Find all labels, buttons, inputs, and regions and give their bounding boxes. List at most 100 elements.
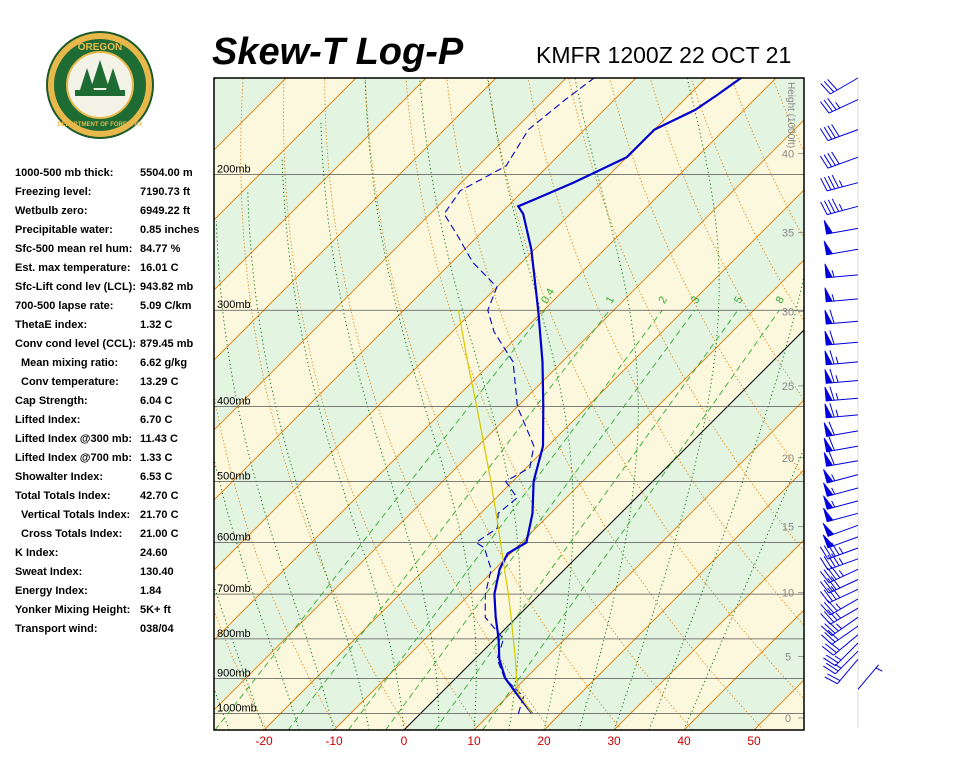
height-tick-label: 40 bbox=[782, 149, 794, 161]
isotherm bbox=[214, 78, 637, 501]
wind-barb bbox=[820, 576, 859, 594]
index-row: Freezing level: 7190.73 ft bbox=[15, 186, 215, 205]
index-label: Cap Strength: bbox=[15, 395, 88, 407]
pressure-label: 300mb bbox=[217, 299, 251, 311]
index-value: 879.45 mb bbox=[140, 338, 194, 350]
zero-isotherm bbox=[403, 329, 804, 730]
index-row: Lifted Index @300 mb: 11.43 C bbox=[15, 433, 215, 452]
index-row: Energy Index: 1.84 bbox=[15, 585, 215, 604]
index-row: Transport wind: 038/04 bbox=[15, 623, 215, 642]
index-value: 24.60 bbox=[140, 547, 168, 559]
index-label: Yonker Mixing Height: bbox=[15, 604, 131, 616]
index-row: Est. max temperature: 16.01 C bbox=[15, 262, 215, 281]
index-row: Cross Totals Index: 21.00 C bbox=[15, 528, 215, 547]
index-label: 1000-500 mb thick: bbox=[15, 167, 114, 179]
pressure-label: 1000mb bbox=[217, 703, 257, 715]
index-row: Conv cond level (CCL): 879.45 mb bbox=[15, 338, 215, 357]
wind-barb-flag bbox=[823, 507, 834, 523]
pressure-label: 500mb bbox=[217, 470, 251, 482]
index-value: 5.09 C/km bbox=[140, 300, 192, 312]
height-tick-label: 35 bbox=[782, 228, 794, 240]
index-row: Yonker Mixing Height: 5K+ ft bbox=[15, 604, 215, 623]
mixing-ratio-label: 3 bbox=[689, 294, 702, 305]
index-label: Showalter Index: bbox=[15, 471, 104, 483]
wind-barb-flag bbox=[824, 309, 833, 325]
x-tick-label: 30 bbox=[607, 734, 621, 748]
mixing-ratio-line bbox=[482, 309, 780, 730]
index-label: Conv cond level (CCL): bbox=[15, 338, 137, 350]
index-value: 6.04 C bbox=[140, 395, 173, 407]
wind-barb-flag bbox=[822, 534, 835, 549]
wind-barb bbox=[820, 77, 859, 95]
mixing-ratio-line bbox=[287, 309, 610, 730]
index-row: 1000-500 mb thick: 5504.00 m bbox=[15, 167, 215, 186]
index-label: Conv temperature: bbox=[21, 376, 119, 388]
wind-barb bbox=[821, 634, 859, 656]
index-value: 6.70 C bbox=[140, 414, 173, 426]
index-value: 5K+ ft bbox=[140, 604, 171, 616]
index-label: Sfc-Lift cond lev (LCL): bbox=[15, 281, 136, 293]
index-label: Cross Totals Index: bbox=[21, 528, 123, 540]
x-tick-label: 50 bbox=[747, 734, 761, 748]
index-value: 42.70 C bbox=[140, 490, 179, 502]
x-tick-label: 0 bbox=[401, 734, 408, 748]
dewpoint-line bbox=[443, 78, 595, 714]
mixing-ratio-label: 8 bbox=[774, 294, 787, 305]
index-label: Est. max temperature: bbox=[15, 262, 131, 274]
wind-barb bbox=[823, 650, 859, 675]
index-label: K Index: bbox=[15, 547, 59, 559]
index-value: 13.29 C bbox=[140, 376, 179, 388]
index-label: Precipitable water: bbox=[15, 224, 113, 236]
index-row: Conv temperature: 13.29 C bbox=[15, 376, 215, 395]
logo-bottom-text: DEPARTMENT OF FORESTRY bbox=[57, 122, 142, 128]
plot-frame bbox=[213, 77, 805, 731]
mixing-ratio-label: 2 bbox=[656, 294, 669, 305]
index-row: K Index: 24.60 bbox=[15, 547, 215, 566]
wind-barb-flag bbox=[823, 482, 834, 497]
index-label: Freezing level: bbox=[15, 186, 92, 198]
wind-barb-flag bbox=[824, 386, 833, 402]
isotherm bbox=[543, 469, 804, 730]
wind-barb bbox=[820, 616, 859, 637]
index-label: Lifted Index: bbox=[15, 414, 81, 426]
mixing-ratio-line bbox=[385, 309, 696, 730]
index-value: 7190.73 ft bbox=[140, 186, 191, 198]
index-value: 21.00 C bbox=[140, 528, 179, 540]
index-row: Showalter Index: 6.53 C bbox=[15, 471, 215, 490]
isotherm-band bbox=[214, 78, 804, 710]
index-value: 1.32 C bbox=[140, 319, 173, 331]
index-label: Energy Index: bbox=[15, 585, 88, 597]
index-label: Wetbulb zero: bbox=[15, 205, 88, 217]
wind-barb-flag bbox=[824, 287, 833, 303]
wind-barb-flag bbox=[823, 452, 834, 467]
logo-top-text: OREGON bbox=[78, 42, 122, 53]
wind-barb-flag bbox=[824, 350, 833, 366]
x-tick-label: 40 bbox=[677, 734, 691, 748]
index-label: Mean mixing ratio: bbox=[21, 357, 119, 369]
wind-barb bbox=[820, 625, 859, 645]
index-label: Transport wind: bbox=[15, 623, 98, 635]
wind-barb bbox=[823, 642, 859, 667]
index-row: Wetbulb zero: 6949.22 ft bbox=[15, 205, 215, 224]
wind-barb bbox=[820, 607, 859, 625]
index-value: 0.85 inches bbox=[140, 224, 200, 236]
height-tick-label: 25 bbox=[782, 381, 794, 393]
index-value: 943.82 mb bbox=[140, 281, 194, 293]
index-row: Vertical Totals Index: 21.70 C bbox=[15, 509, 215, 528]
index-value: 6.53 C bbox=[140, 471, 173, 483]
wind-barb-flag bbox=[824, 330, 833, 346]
wind-barb bbox=[819, 151, 859, 169]
parcel-line bbox=[457, 310, 533, 715]
isotherm bbox=[214, 78, 777, 641]
mixing-ratio-line bbox=[347, 309, 663, 730]
index-label: Lifted Index @700 mb: bbox=[15, 452, 133, 464]
height-tick-label: 20 bbox=[782, 453, 794, 465]
isotherm bbox=[473, 399, 804, 730]
index-row: Sfc-500 mean rel hum: 84.77 % bbox=[15, 243, 215, 262]
x-tick-label: -10 bbox=[325, 734, 343, 748]
pressure-label: 400mb bbox=[217, 396, 251, 408]
mixing-ratio-label: 5 bbox=[732, 294, 745, 305]
index-label: Total Totals Index: bbox=[15, 490, 111, 502]
